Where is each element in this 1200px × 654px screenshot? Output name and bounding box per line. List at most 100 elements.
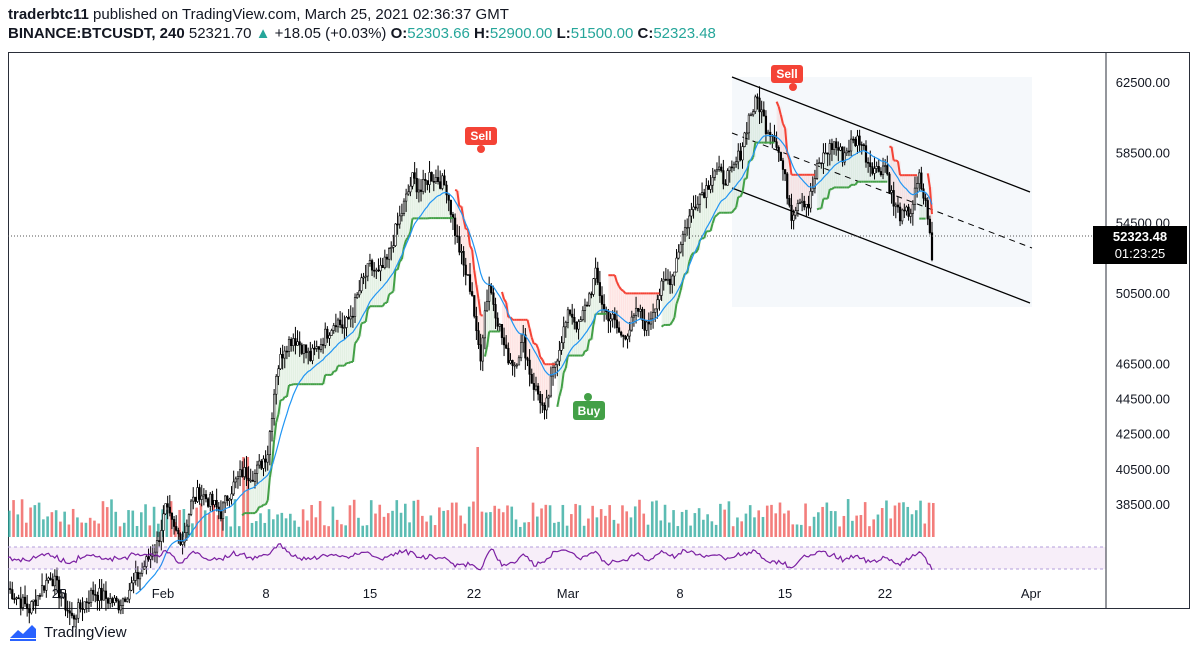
supertrend-fill-slice — [291, 345, 294, 386]
candle-body — [294, 338, 297, 346]
supertrend-fill-slice — [314, 348, 318, 385]
candle-body — [111, 598, 114, 604]
supertrend-fill-slice — [878, 171, 882, 182]
candle-body — [292, 338, 295, 347]
candle-body — [485, 301, 489, 312]
supertrend-fill-slice — [374, 271, 377, 307]
volume-bar — [463, 523, 467, 537]
candle-body — [792, 214, 795, 221]
supertrend-fill-slice — [876, 166, 880, 182]
supertrend-fill-slice — [870, 166, 873, 182]
candle-body — [743, 132, 746, 147]
candle-body — [656, 299, 659, 310]
brand-name[interactable]: TradingView — [44, 623, 127, 641]
supertrend-segment — [483, 346, 489, 357]
price-tag-value: 52323.48 — [1113, 229, 1167, 244]
supertrend-fill-slice — [751, 114, 754, 161]
supertrend-fill-slice — [529, 328, 533, 375]
volume-bar — [719, 503, 722, 537]
candle-body — [766, 131, 770, 134]
supertrend-fill-slice — [627, 293, 631, 337]
volume-bar — [650, 501, 654, 537]
candle-body — [109, 598, 112, 604]
supertrend-fill-slice — [831, 149, 835, 190]
volume-bar — [97, 523, 101, 537]
candle-body — [841, 146, 844, 163]
sell-signal-2[interactable]: Sell — [771, 65, 803, 91]
volume-bar — [557, 521, 560, 537]
volume-bar — [416, 499, 420, 537]
supertrend-segment — [363, 320, 367, 324]
supertrend-fill-slice — [301, 353, 305, 385]
supertrend-fill-slice — [895, 160, 899, 205]
volume-bar — [800, 524, 803, 537]
supertrend-segment — [275, 414, 280, 423]
supertrend-fill-slice — [691, 209, 695, 256]
candle-body — [200, 495, 203, 500]
supertrend-fill-slice — [280, 354, 284, 401]
supertrend-segment — [528, 328, 533, 338]
time-axis[interactable]: 25 Feb 8 15 22 Mar 8 15 22 Apr — [52, 586, 1042, 601]
candle-body — [341, 324, 344, 329]
chart-frame[interactable] — [8, 52, 1190, 609]
volume-bar — [829, 510, 833, 537]
candle-body — [683, 227, 687, 235]
volume-bar — [540, 508, 543, 537]
supertrend-segment — [273, 421, 278, 441]
candle-body — [801, 200, 804, 203]
candle-body — [903, 209, 906, 212]
candle-body — [922, 188, 925, 199]
supertrend-segment — [826, 188, 831, 199]
candle-body — [417, 189, 421, 193]
candle-body — [502, 337, 506, 346]
candle-body — [664, 278, 667, 281]
price-axis[interactable]: 62500.0058500.0054500.0050500.0046500.00… — [1116, 75, 1170, 512]
author[interactable]: traderbtc11 — [8, 6, 89, 23]
candle-body — [383, 256, 386, 268]
candle-body — [830, 143, 834, 150]
volume-bar — [42, 519, 45, 537]
supertrend-segment — [500, 291, 506, 300]
candle-body — [541, 402, 544, 406]
supertrend-fill-slice — [676, 258, 680, 304]
candle-body — [739, 150, 742, 161]
candle-body — [464, 264, 467, 276]
volume-bar — [84, 522, 88, 537]
candle-body — [543, 404, 546, 411]
time-axis-label: Mar — [557, 586, 580, 601]
sell-signal-1[interactable]: Sell — [465, 127, 497, 153]
supertrend-segment — [703, 231, 708, 239]
candle-body — [651, 312, 655, 320]
supertrend-fill-slice — [310, 360, 313, 385]
supertrend-fill-slice — [678, 252, 682, 298]
volume-bar — [761, 516, 765, 537]
volume-bar — [391, 510, 394, 537]
supertrend-segment — [330, 370, 335, 376]
supertrend-fill-slice — [827, 154, 831, 199]
candle-body — [326, 328, 329, 339]
candle-body — [692, 206, 695, 210]
volume-bar — [76, 517, 79, 537]
supertrend-fill-slice — [348, 318, 352, 364]
supertrend-fill-slice — [670, 284, 673, 325]
candle-body — [324, 328, 327, 346]
price-tag: 52323.48 01:23:25 — [1093, 226, 1187, 264]
volume-bar — [923, 523, 927, 537]
supertrend-segment — [535, 343, 540, 349]
supertrend-fill-slice — [804, 174, 807, 207]
candle-body — [513, 364, 516, 367]
supertrend-segment — [471, 249, 476, 271]
candle-body — [28, 608, 31, 614]
volume-bar — [808, 526, 812, 537]
volume-bar — [425, 521, 428, 537]
candle-body — [85, 601, 88, 604]
supertrend-fill-slice — [376, 270, 379, 307]
supertrend-fill-slice — [663, 279, 667, 325]
buy-signal[interactable]: Buy — [573, 393, 605, 420]
supertrend-fill-slice — [463, 219, 467, 266]
supertrend-fill-slice — [765, 133, 769, 143]
candle-body — [675, 257, 678, 273]
supertrend-fill-slice — [702, 192, 705, 239]
candle-body — [873, 168, 876, 174]
